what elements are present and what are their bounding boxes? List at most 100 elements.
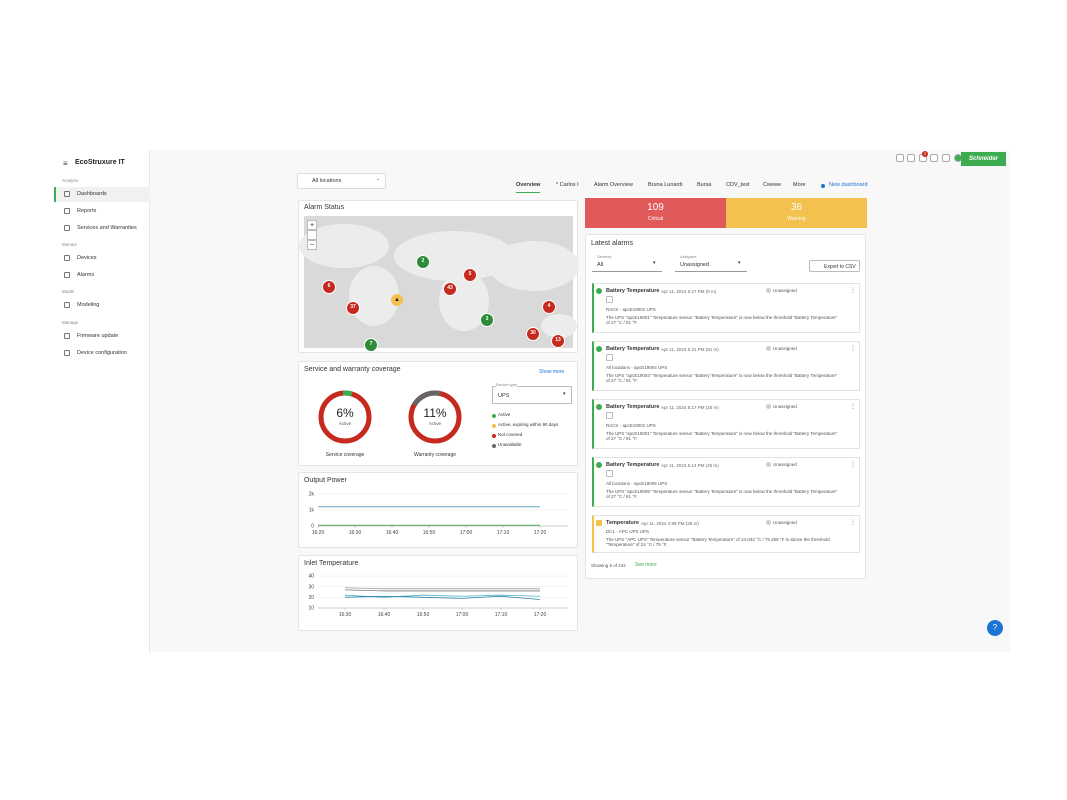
series-line bbox=[344, 594, 541, 598]
gauge-arc bbox=[318, 390, 372, 444]
tab[interactable]: CDV_test bbox=[726, 182, 750, 188]
help-button[interactable]: ? bbox=[987, 620, 1003, 636]
landmass bbox=[349, 266, 399, 326]
nav-active bbox=[54, 187, 150, 202]
card-title: Inlet Temperature bbox=[304, 560, 359, 567]
map-cluster[interactable]: 43 bbox=[443, 282, 457, 296]
alarm-location: RACK - apcE19001 UPS bbox=[606, 423, 656, 428]
new-dashboard[interactable]: New dashboard bbox=[829, 182, 868, 188]
svg-layer bbox=[318, 390, 462, 444]
dropdown-caret: ▾ bbox=[563, 391, 566, 397]
nav-item[interactable]: Reports bbox=[77, 208, 97, 214]
device-icon bbox=[606, 470, 613, 477]
nav-icon bbox=[64, 191, 70, 197]
kebab[interactable]: ⋮ bbox=[850, 404, 856, 410]
nav-item[interactable]: Devices bbox=[77, 255, 97, 261]
nav-icon bbox=[64, 208, 70, 214]
new-dashboard-dot bbox=[821, 184, 825, 188]
toolbar-icon[interactable] bbox=[907, 154, 915, 162]
toolbar-icon[interactable] bbox=[942, 154, 950, 162]
location-filter[interactable]: All locations bbox=[297, 173, 386, 189]
alarm-time: Apr 11, 2024 5:27 PM (0 m) bbox=[661, 288, 717, 294]
alarm-status: Unassigned bbox=[773, 346, 797, 351]
count-tile bbox=[726, 198, 867, 228]
alarm-status: Unassigned bbox=[773, 288, 797, 293]
status-dot bbox=[766, 404, 771, 409]
map-cluster[interactable]: 13 bbox=[551, 334, 565, 348]
x-tick-label: 17:00 bbox=[460, 530, 473, 536]
tab[interactable]: Bruna Lunardi bbox=[648, 182, 683, 188]
x-tick-label: 16:50 bbox=[423, 530, 436, 536]
alarm-message: The UPS "APC UPS" Temperature sensor "Ba… bbox=[606, 537, 830, 548]
tab[interactable]: Overview bbox=[516, 182, 541, 193]
x-tick-label: 16:30 bbox=[339, 612, 352, 618]
tab[interactable]: * Carlos I bbox=[556, 182, 579, 188]
alarm-title[interactable]: Battery Temperature bbox=[606, 462, 660, 468]
x-tick-label: 17:00 bbox=[456, 612, 469, 618]
card-title: Output Power bbox=[304, 477, 347, 484]
see-more[interactable]: See more bbox=[635, 562, 657, 568]
alarm-location: All locations - apcE19004 UPS bbox=[606, 365, 668, 370]
kebab[interactable]: ⋮ bbox=[850, 346, 856, 352]
count-value: 109 bbox=[647, 202, 664, 213]
device-icon bbox=[606, 354, 613, 361]
map-cluster[interactable]: 7 bbox=[364, 338, 378, 352]
device-icon bbox=[606, 296, 613, 303]
dropdown-caret: ⌄ bbox=[376, 176, 381, 182]
legend-text: Unavailable bbox=[498, 442, 522, 447]
show-more[interactable]: Show more bbox=[539, 369, 565, 375]
legend-text: Not covered bbox=[498, 432, 523, 437]
alarm-title[interactable]: Battery Temperature bbox=[606, 404, 660, 410]
map-cluster[interactable]: 6 bbox=[322, 280, 336, 294]
nav-item[interactable]: Dashboards bbox=[77, 191, 107, 197]
alarm-title[interactable]: Battery Temperature bbox=[606, 288, 660, 294]
alarm-status: Unassigned bbox=[773, 520, 797, 525]
nav-item[interactable]: Services and Warranties bbox=[77, 225, 137, 231]
map-cluster[interactable]: 5 bbox=[463, 268, 477, 282]
toolbar-icon[interactable] bbox=[896, 154, 904, 162]
nav-item[interactable]: Alarms bbox=[77, 272, 95, 278]
menu-icon[interactable]: ≡ bbox=[63, 159, 68, 168]
alarm-title[interactable]: Temperature bbox=[606, 520, 639, 526]
gauge-label: Service coverage bbox=[325, 452, 365, 458]
map-zoom-out[interactable]: − bbox=[307, 240, 317, 250]
tab[interactable]: More bbox=[793, 182, 806, 188]
filter-select[interactable]: Unassigned bbox=[675, 260, 747, 272]
device-select[interactable]: UPS bbox=[492, 386, 572, 404]
kebab[interactable]: ⋮ bbox=[850, 288, 856, 294]
map-cluster[interactable]: 2 bbox=[416, 255, 430, 269]
landmass bbox=[541, 314, 577, 338]
alarm-title[interactable]: Battery Temperature bbox=[606, 346, 660, 352]
map-cluster[interactable]: 4 bbox=[542, 300, 556, 314]
notification-badge: 2 bbox=[922, 151, 928, 157]
map-reset bbox=[307, 230, 317, 240]
map-cluster[interactable]: 37 bbox=[346, 301, 360, 315]
nav-icon bbox=[64, 350, 70, 356]
toolbar-icon[interactable] bbox=[930, 154, 938, 162]
nav-item[interactable]: Device configuration bbox=[77, 350, 127, 356]
filter-select[interactable]: All bbox=[592, 260, 662, 272]
map-zoom-in[interactable]: + bbox=[307, 220, 317, 230]
tab[interactable]: Alarm Overview bbox=[594, 182, 633, 188]
tab[interactable]: Bursa bbox=[697, 182, 712, 188]
x-tick-label: 17:20 bbox=[534, 530, 547, 536]
map-cluster[interactable]: 3 bbox=[480, 313, 494, 327]
nav-item[interactable]: Firmware update bbox=[77, 333, 119, 339]
export-button[interactable]: Export to CSV bbox=[809, 260, 860, 272]
kebab[interactable]: ⋮ bbox=[850, 520, 856, 526]
tab[interactable]: Cwewe bbox=[763, 182, 782, 188]
warning-marker: ▲ bbox=[391, 294, 403, 306]
kebab[interactable]: ⋮ bbox=[850, 462, 856, 468]
y-tick-label: 2k bbox=[309, 492, 315, 498]
gauge-label: Warranty coverage bbox=[413, 452, 457, 458]
nav-item[interactable]: Modeling bbox=[77, 302, 100, 308]
map-cluster[interactable]: 30 bbox=[526, 327, 540, 341]
alarm-status: Unassigned bbox=[773, 404, 797, 409]
legend-dot bbox=[492, 434, 496, 438]
nav-section-title: Manage bbox=[62, 320, 79, 325]
showing: Showing 5 of 242 bbox=[591, 563, 626, 568]
gauge-percent: 11% bbox=[423, 406, 447, 420]
series-line bbox=[344, 587, 540, 590]
